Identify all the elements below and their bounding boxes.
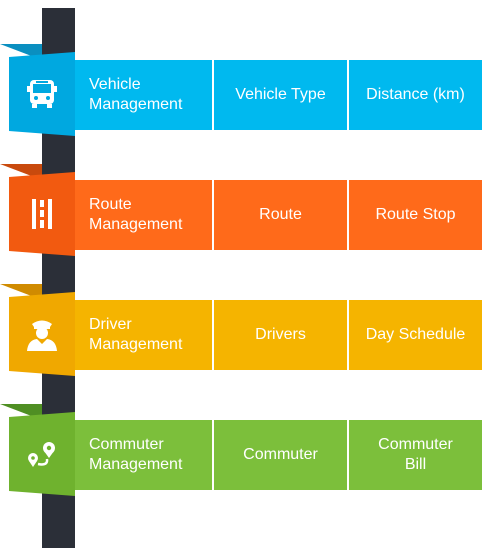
vehicle-type-label: Vehicle Type (235, 86, 326, 103)
title-line: Management (89, 216, 183, 233)
commuter-bill-line: Bill (404, 456, 427, 473)
route-flag (9, 172, 75, 256)
title-line: Vehicle (89, 76, 141, 93)
route-stop-box[interactable]: Route Stop (349, 180, 482, 250)
driver-management-title: Driver Management (75, 300, 212, 370)
day-schedule-label: Day Schedule (365, 326, 466, 343)
commuter-management-title: Commuter Management (75, 420, 212, 490)
driver-icon (23, 315, 61, 353)
commuter-flag (9, 412, 75, 496)
bus-icon (23, 75, 61, 113)
route-box[interactable]: Route (214, 180, 347, 250)
drivers-box[interactable]: Drivers (214, 300, 347, 370)
distance-label: Distance (km) (366, 86, 465, 103)
section-driver-management: Driver Management Drivers Day Schedule (0, 248, 491, 376)
title-line: Management (89, 96, 183, 113)
vehicle-type-box[interactable]: Vehicle Type (214, 60, 347, 130)
route-management-title: Route Management (75, 180, 212, 250)
drivers-label: Drivers (255, 326, 306, 343)
route-pin-icon (23, 435, 61, 473)
section-commuter-management: Commuter Management Commuter Commuter Bi… (0, 368, 491, 496)
road-icon (23, 195, 61, 233)
commuter-bill-line: Commuter (378, 436, 453, 453)
title-line: Commuter (89, 436, 164, 453)
title-line: Management (89, 456, 183, 473)
driver-flag (9, 292, 75, 376)
day-schedule-box[interactable]: Day Schedule (349, 300, 482, 370)
distance-box[interactable]: Distance (km) (349, 60, 482, 130)
commuter-label: Commuter (243, 446, 318, 463)
title-line: Management (89, 336, 183, 353)
commuter-box[interactable]: Commuter (214, 420, 347, 490)
vehicle-management-title: Vehicle Management (75, 60, 212, 130)
section-vehicle-management: Vehicle Management Vehicle Type Distance… (0, 8, 491, 136)
route-stop-label: Route Stop (375, 206, 456, 223)
route-label: Route (259, 206, 302, 223)
commuter-bill-box[interactable]: Commuter Bill (349, 420, 482, 490)
title-line: Driver (89, 316, 132, 333)
vehicle-flag (9, 52, 75, 136)
section-route-management: Route Management Route Route Stop (0, 128, 491, 256)
title-line: Route (89, 196, 132, 213)
